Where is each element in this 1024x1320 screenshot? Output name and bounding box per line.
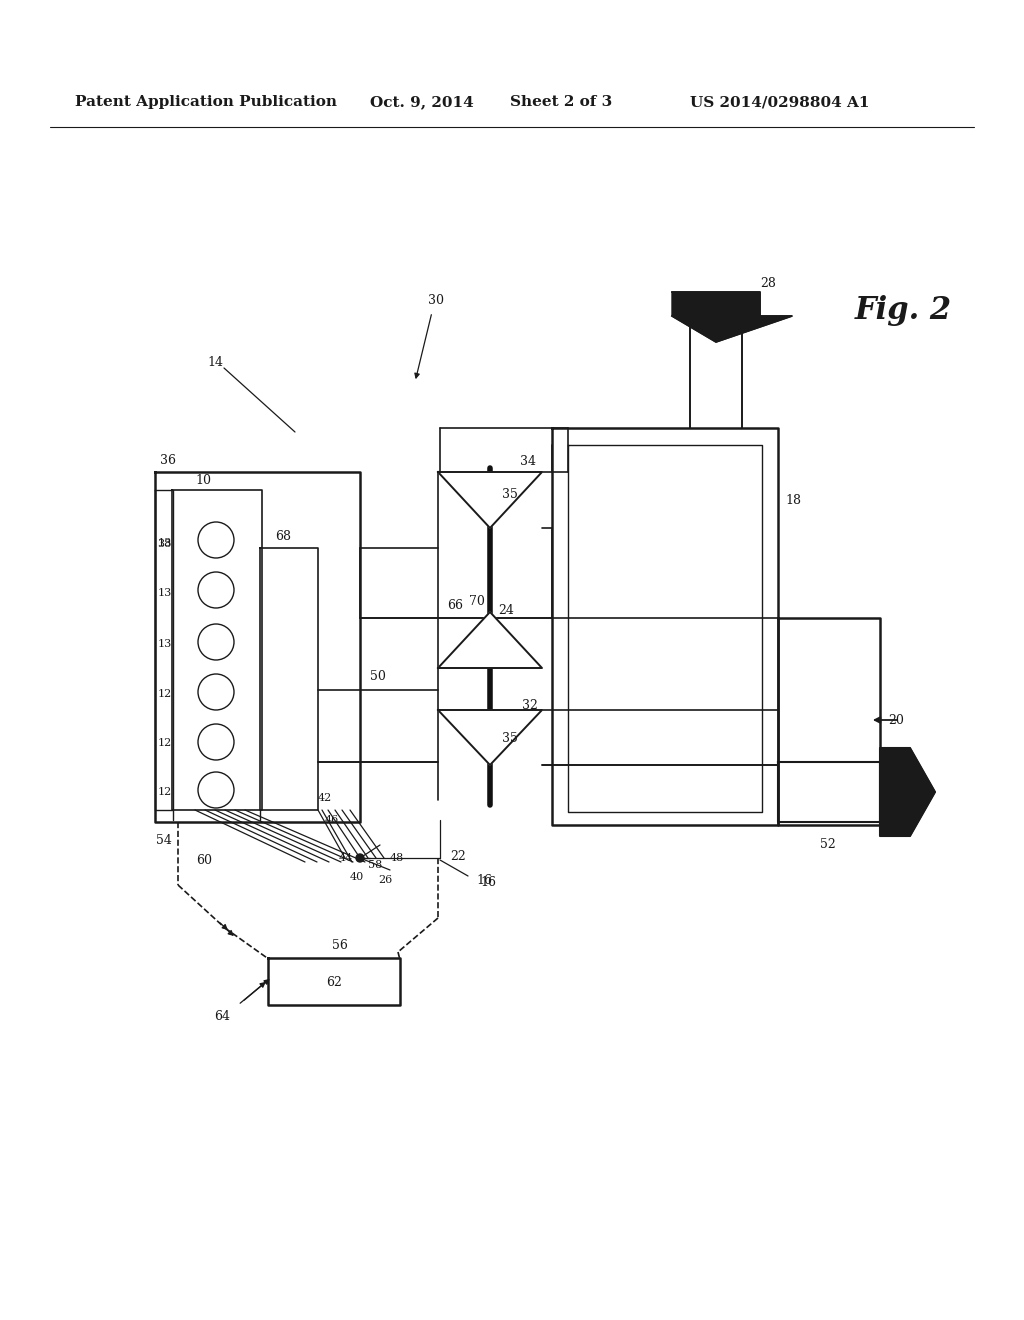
Circle shape [202,576,230,605]
Polygon shape [672,292,792,342]
Circle shape [202,678,230,706]
Circle shape [202,628,230,656]
Polygon shape [155,490,173,810]
Text: 66: 66 [447,599,463,612]
Text: Fig. 2: Fig. 2 [855,294,952,326]
Polygon shape [438,473,542,528]
Text: US 2014/0298804 A1: US 2014/0298804 A1 [690,95,869,110]
Text: 12: 12 [158,689,172,700]
Text: 54: 54 [156,833,172,846]
Text: 40: 40 [350,873,365,882]
Circle shape [202,776,230,804]
Polygon shape [778,762,880,822]
Polygon shape [778,618,880,825]
Text: 46: 46 [325,814,339,825]
Text: 32: 32 [522,700,538,711]
Text: Oct. 9, 2014: Oct. 9, 2014 [370,95,474,110]
Text: 14: 14 [207,355,223,368]
Text: 50: 50 [370,671,386,682]
Text: 56: 56 [332,939,348,952]
Text: 60: 60 [196,854,212,866]
Polygon shape [155,473,360,822]
Text: 44: 44 [339,853,353,863]
Text: 13: 13 [158,587,172,598]
Polygon shape [268,958,400,1005]
Text: 68: 68 [275,531,291,543]
Text: 70: 70 [469,595,485,609]
Text: 38: 38 [157,539,171,549]
Text: 12: 12 [158,738,172,748]
Text: 34: 34 [520,455,536,469]
Text: 35: 35 [502,488,518,502]
Text: 13: 13 [158,639,172,649]
Circle shape [202,729,230,756]
Text: 30: 30 [428,293,444,306]
Text: 12: 12 [158,787,172,797]
Text: 48: 48 [390,853,404,863]
Text: Patent Application Publication: Patent Application Publication [75,95,337,110]
Text: 28: 28 [760,277,776,290]
Text: 52: 52 [820,838,836,851]
Text: 20: 20 [888,714,904,726]
Text: 26: 26 [378,875,392,884]
Text: 10: 10 [195,474,211,487]
Text: 58: 58 [368,861,382,870]
Polygon shape [260,548,318,810]
Text: 42: 42 [318,793,332,803]
Text: 35: 35 [502,731,518,744]
Circle shape [202,525,230,554]
Polygon shape [880,748,935,836]
Text: 18: 18 [785,494,801,507]
Polygon shape [552,428,778,825]
Text: Sheet 2 of 3: Sheet 2 of 3 [510,95,612,110]
Polygon shape [438,612,542,668]
Text: 62: 62 [326,975,342,989]
Text: 22: 22 [450,850,466,862]
Text: 64: 64 [214,1010,230,1023]
Text: 36: 36 [160,454,176,467]
Polygon shape [438,710,542,766]
Text: 13: 13 [158,539,172,548]
Text: 24: 24 [498,605,514,616]
Circle shape [356,854,364,862]
Text: 16: 16 [476,874,492,887]
Text: 16: 16 [480,875,496,888]
Polygon shape [172,490,262,810]
Polygon shape [568,445,762,812]
